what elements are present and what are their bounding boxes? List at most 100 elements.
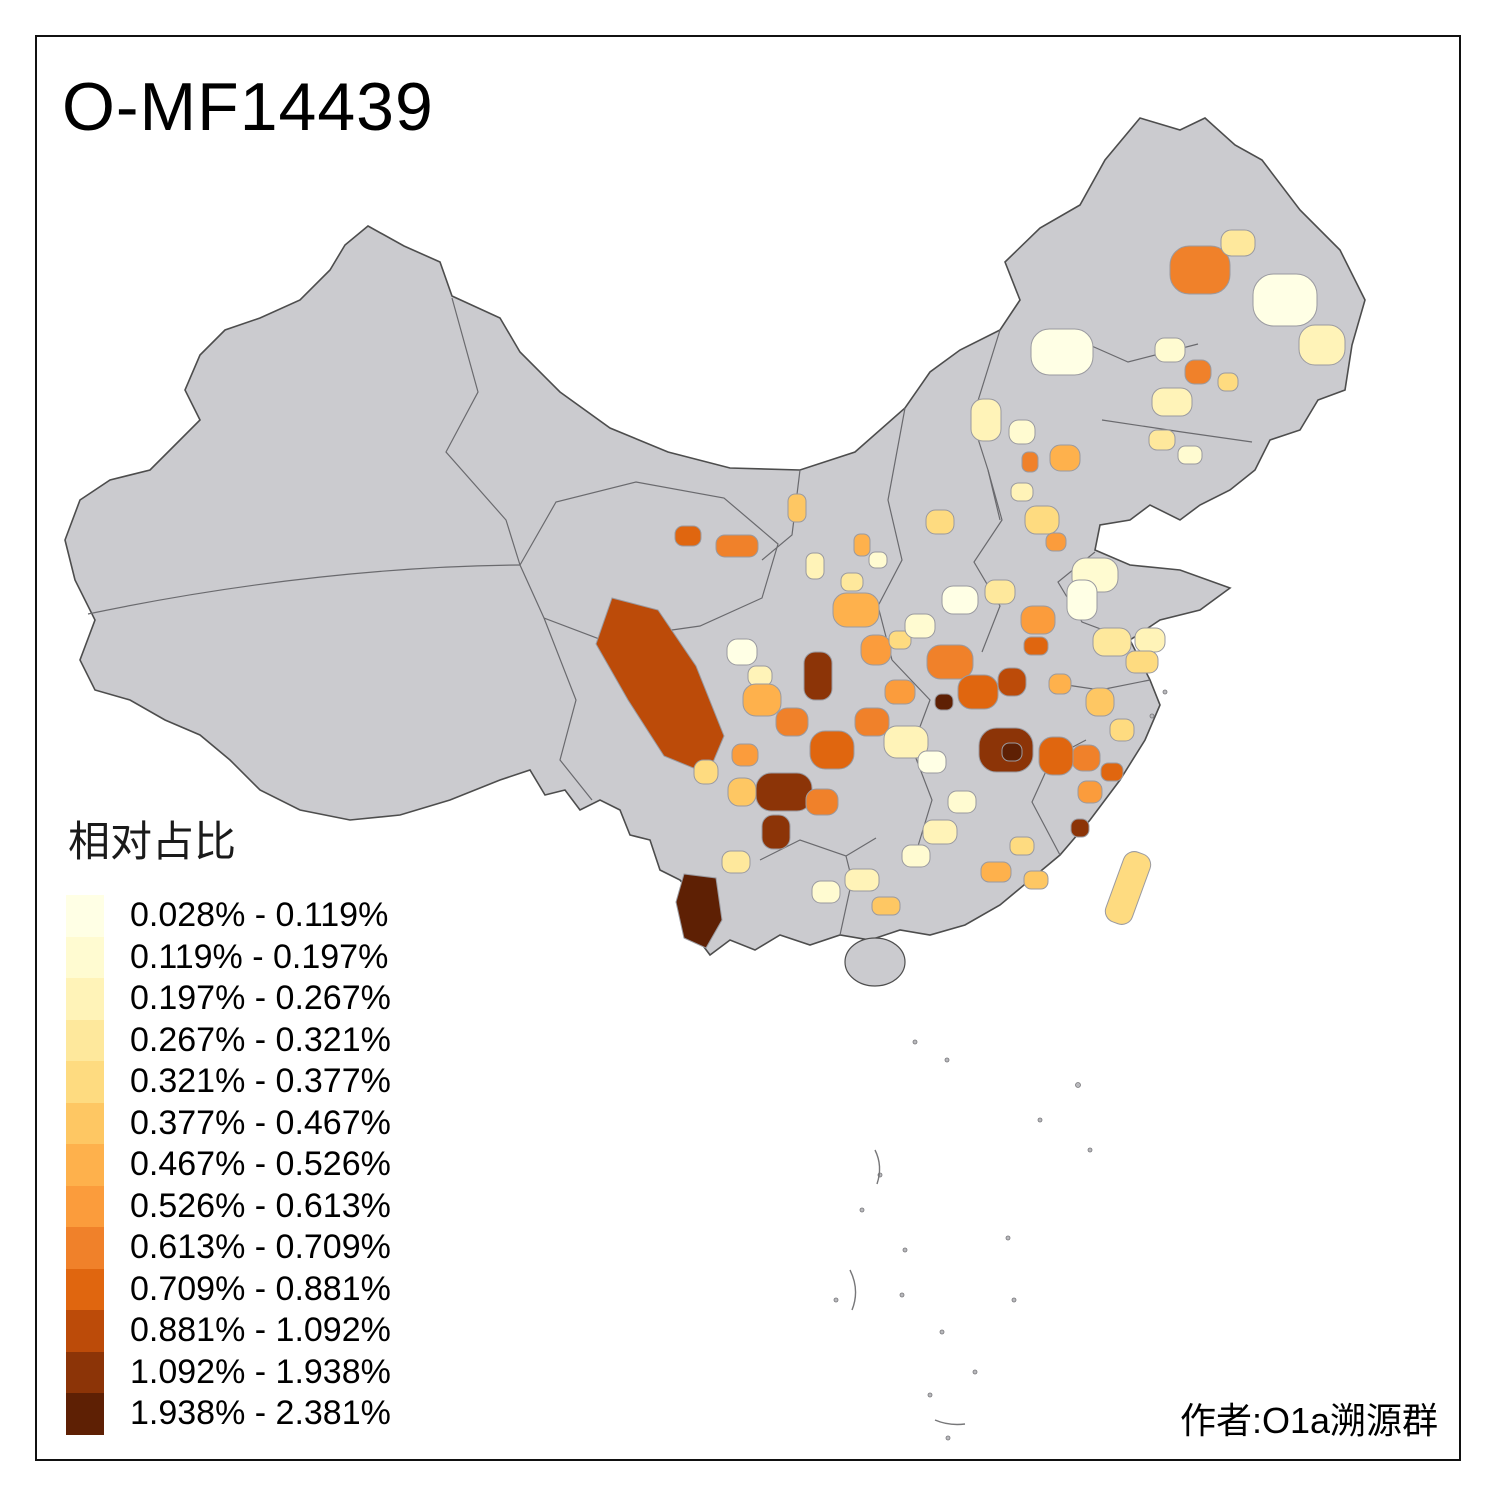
map-region [871, 896, 901, 916]
province-border-line [445, 297, 521, 566]
legend-label: 0.881% - 1.092% [130, 1311, 391, 1350]
taiwan-island [1104, 851, 1152, 925]
legend: 相对占比 0.028% - 0.119% 0.119% - 0.197% 0.197… [66, 808, 466, 1435]
legend-item: 0.613% - 0.709% [66, 1227, 466, 1269]
map-region [888, 630, 912, 650]
province-border-line [759, 837, 877, 861]
legend-item: 0.377% - 0.467% [66, 1102, 466, 1144]
sea-reef-line [874, 1149, 881, 1185]
map-region [883, 725, 929, 759]
legend-label: 0.119% - 0.197% [130, 937, 389, 976]
legend-label: 0.613% - 0.709% [130, 1228, 391, 1267]
map-region [1220, 229, 1256, 257]
map-region [1092, 627, 1132, 657]
map-colored-regions [595, 229, 1346, 949]
map-region [1148, 429, 1176, 451]
map-region [726, 638, 758, 666]
map-region [1184, 359, 1212, 385]
province-border-line [971, 329, 1001, 521]
sea-islet [1162, 689, 1168, 695]
province-border-line [1101, 419, 1253, 443]
legend-item: 0.267% - 0.321% [66, 1019, 466, 1061]
map-region [811, 880, 841, 904]
map-region [947, 790, 977, 814]
map-region [674, 525, 702, 547]
map-region [1038, 736, 1074, 776]
sea-islet [972, 1369, 978, 1375]
legend-label: 0.526% - 0.613% [130, 1186, 391, 1225]
map-region [761, 814, 791, 850]
legend-label: 0.197% - 0.267% [130, 979, 391, 1018]
map-region [1021, 451, 1039, 473]
map-region [868, 551, 888, 569]
map-region [957, 674, 999, 710]
map-region [1023, 636, 1049, 656]
map-region [997, 667, 1027, 697]
legend-item: 0.197% - 0.267% [66, 978, 466, 1020]
legend-item: 1.938% - 2.381% [66, 1393, 466, 1435]
map-region [860, 634, 892, 666]
sea-islet [927, 1392, 933, 1398]
legend-swatch [66, 1144, 104, 1186]
legend-swatch [66, 936, 104, 978]
map-region [1024, 505, 1060, 535]
map-region [1154, 337, 1186, 363]
map-region [832, 592, 880, 628]
sea-islet [944, 1057, 950, 1063]
legend-label: 0.267% - 0.321% [130, 1020, 391, 1059]
map-region [844, 868, 880, 892]
legend-swatch [66, 1061, 104, 1103]
map-region [805, 552, 825, 580]
legend-label: 1.092% - 1.938% [130, 1352, 391, 1391]
map-region [922, 819, 958, 845]
map-region [904, 613, 936, 639]
hainan-island [844, 937, 906, 987]
map-region [925, 509, 955, 535]
sea-islet [945, 1435, 951, 1441]
legend-item: 0.321% - 0.377% [66, 1061, 466, 1103]
legend-item: 1.092% - 1.938% [66, 1351, 466, 1393]
map-region [1010, 482, 1034, 502]
sea-islet [1087, 1147, 1093, 1153]
legend-swatch [66, 1393, 104, 1435]
map-region [1134, 627, 1166, 653]
legend-label: 0.377% - 0.467% [130, 1103, 391, 1142]
legend-label: 0.321% - 0.377% [130, 1062, 391, 1101]
map-region [1085, 687, 1115, 717]
sea-reef-line [849, 1269, 857, 1311]
sea-islet [1075, 1082, 1081, 1088]
map-region [1049, 444, 1081, 472]
map-region [787, 493, 807, 523]
map-region [742, 683, 782, 717]
map-region [1001, 742, 1023, 762]
map-region [1252, 273, 1318, 327]
map-region [803, 651, 833, 701]
sea-reef-line [934, 1419, 966, 1426]
map-region [747, 665, 773, 687]
sea-islet [859, 1207, 865, 1213]
map-region [941, 585, 979, 615]
sea-islet [833, 1297, 839, 1303]
legend-label: 0.467% - 0.526% [130, 1145, 391, 1184]
sea-islet [902, 1247, 908, 1253]
legend-label: 0.028% - 0.119% [130, 896, 389, 935]
legend-swatch [66, 1310, 104, 1352]
map-region [1217, 372, 1239, 392]
map-region [1125, 650, 1159, 674]
sea-islet [1011, 1297, 1017, 1303]
sea-islet [1149, 713, 1155, 719]
islands [833, 689, 1168, 1441]
map-region [917, 750, 947, 774]
legend-swatch [66, 1185, 104, 1227]
legend-swatch [66, 978, 104, 1020]
map-region [984, 579, 1016, 605]
legend-item: 0.119% - 0.197% [66, 936, 466, 978]
map-region [1109, 718, 1135, 742]
legend-items: 0.028% - 0.119% 0.119% - 0.197% 0.197% - 0… [66, 895, 466, 1435]
map-region [1045, 532, 1067, 552]
map-region [1151, 387, 1193, 417]
legend-title: 相对占比 [68, 818, 237, 865]
legend-swatch [66, 1019, 104, 1061]
province-border-line [543, 617, 593, 801]
legend-swatch [66, 1102, 104, 1144]
